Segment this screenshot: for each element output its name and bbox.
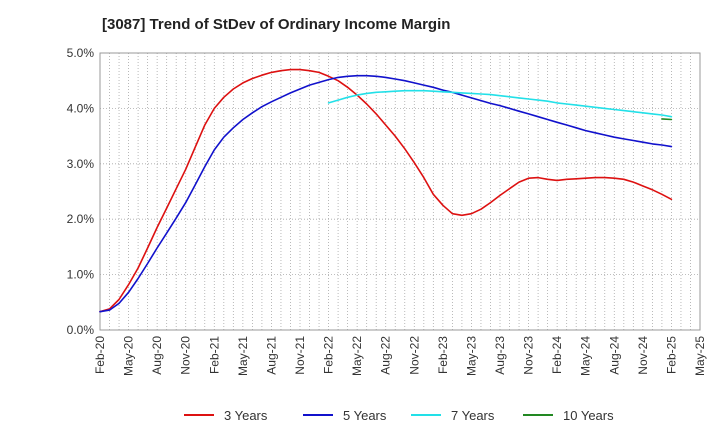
grid (100, 53, 700, 330)
x-tick-label: Feb-25 (664, 336, 678, 374)
x-tick-label: May-21 (236, 336, 250, 376)
x-tick-label: Feb-22 (322, 336, 336, 374)
x-tick-label: Nov-23 (522, 336, 536, 375)
legend-label: 3 Years (224, 408, 268, 423)
y-tick-label: 5.0% (67, 46, 95, 60)
series-line-7-years (327, 89, 673, 118)
x-tick-label: Feb-24 (550, 336, 564, 374)
x-tick-label: Aug-20 (150, 336, 164, 375)
x-tick-label: Nov-24 (636, 336, 650, 375)
x-tick-label: Feb-23 (436, 336, 450, 374)
x-axis: Feb-20 May-20 Aug-20 Nov-20 Feb-21 May-21 Aug-… (93, 336, 707, 376)
y-tick-label: 3.0% (67, 157, 95, 171)
x-tick-label: Aug-23 (493, 336, 507, 375)
x-tick-label: Aug-24 (607, 336, 621, 375)
x-tick-label: Feb-21 (207, 336, 221, 374)
y-tick-label: 2.0% (67, 212, 95, 226)
x-tick-label: Aug-21 (264, 336, 278, 375)
y-axis: 0.0% 1.0% 2.0% 3.0% 4.0% 5.0% (67, 46, 95, 337)
plot-area (99, 52, 701, 331)
x-tick-label: Nov-21 (293, 336, 307, 375)
series-line-10-years (661, 118, 673, 121)
x-tick-label: May-23 (464, 336, 478, 376)
legend-label: 5 Years (343, 408, 387, 423)
series-line-5-years (99, 74, 673, 313)
x-tick-label: May-24 (579, 336, 593, 376)
chart-title: [3087] Trend of StDev of Ordinary Income… (102, 16, 450, 33)
x-tick-label: Nov-20 (179, 336, 193, 375)
x-tick-label: Aug-22 (379, 336, 393, 375)
x-tick-label: May-22 (350, 336, 364, 376)
x-tick-label: May-20 (122, 336, 136, 376)
series-line-3-years (99, 68, 673, 313)
legend: 3 Years 5 Years 7 Years 10 Years (184, 408, 614, 423)
legend-label: 10 Years (563, 408, 614, 423)
x-tick-label: May-25 (693, 336, 707, 376)
y-tick-label: 4.0% (67, 101, 95, 115)
x-tick-label: Feb-20 (93, 336, 107, 374)
series-lines (99, 68, 673, 313)
x-tick-label: Nov-22 (407, 336, 421, 375)
y-tick-label: 0.0% (67, 323, 95, 337)
legend-label: 7 Years (451, 408, 495, 423)
y-tick-label: 1.0% (67, 268, 95, 282)
